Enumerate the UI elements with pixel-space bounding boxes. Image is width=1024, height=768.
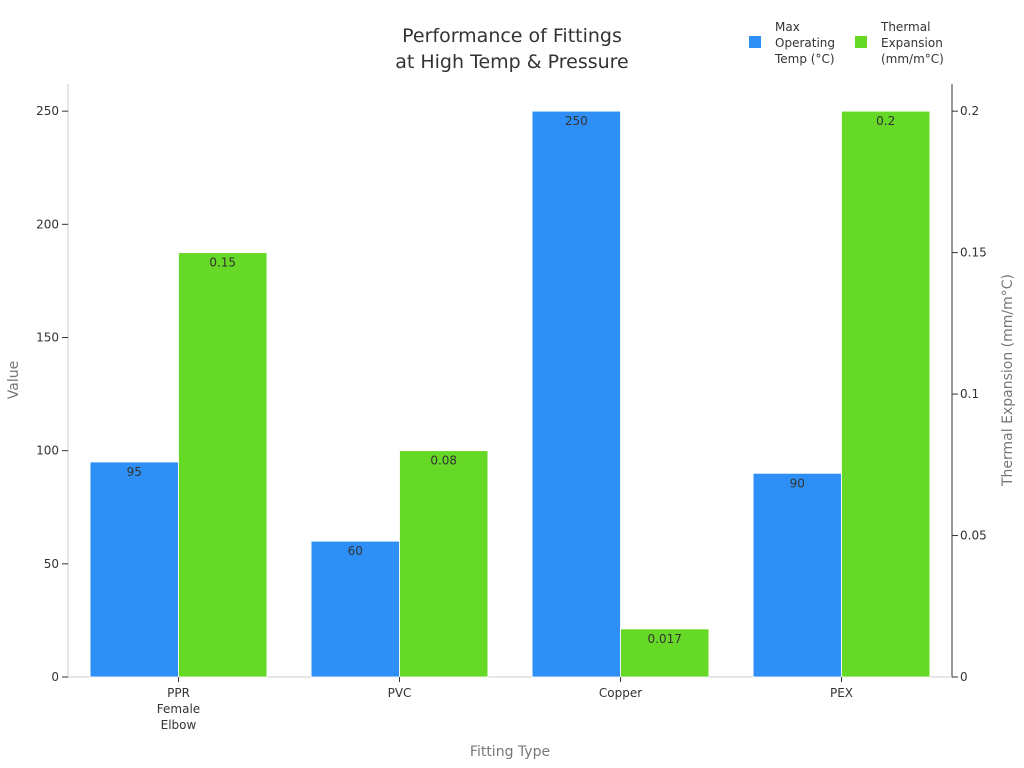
y-tick-label: 250 bbox=[36, 104, 59, 118]
data-label: 95 bbox=[127, 465, 142, 479]
legend-label: Max Operating Temp (°C) bbox=[774, 20, 835, 66]
legend-label-line: Temp (°C) bbox=[774, 52, 835, 66]
x-tick-label-line: PVC bbox=[388, 686, 412, 700]
bar-max-temp bbox=[531, 110, 621, 678]
y2-tick-label: 0.1 bbox=[960, 387, 979, 401]
x-axis-title: Fitting Type bbox=[470, 744, 550, 760]
chart-title-line-1: Performance of Fittings bbox=[402, 25, 622, 47]
x-tick-label: PPR Female Elbow bbox=[157, 686, 200, 732]
y2-tick-label: 0 bbox=[960, 670, 968, 684]
bar-max-temp bbox=[752, 472, 842, 678]
legend-swatch-max-temp bbox=[749, 36, 761, 48]
legend-label-line: Operating bbox=[775, 36, 835, 50]
x-tick-label: Copper bbox=[599, 686, 642, 700]
legend-label-line: Expansion bbox=[881, 36, 943, 50]
chart-title: Performance of Fittings at High Temp & P… bbox=[395, 25, 629, 73]
legend: Max Operating Temp (°C) Thermal Expansion (mm… bbox=[749, 20, 944, 66]
y-axis-title: Value bbox=[6, 361, 22, 399]
bar-thermal-expansion bbox=[178, 252, 268, 678]
x-tick-label: PEX bbox=[830, 686, 853, 700]
legend-label-line: Thermal bbox=[880, 20, 930, 34]
y-tick-label: 150 bbox=[36, 330, 59, 344]
legend-swatch-thermal-expansion bbox=[855, 36, 867, 48]
data-label: 0.08 bbox=[430, 454, 457, 468]
y-tick-label: 200 bbox=[36, 217, 59, 231]
data-label: 250 bbox=[565, 114, 588, 128]
x-tick-label-line: PPR bbox=[167, 686, 190, 700]
x-tick-label-line: Elbow bbox=[161, 718, 197, 732]
y-tick-label: 50 bbox=[44, 557, 59, 571]
y2-tick-label: 0.15 bbox=[960, 246, 987, 260]
x-tick-label-line: Female bbox=[157, 702, 200, 716]
y2-tick-label: 0.2 bbox=[960, 104, 979, 118]
x-tick-label-line: PEX bbox=[830, 686, 853, 700]
data-label: 0.2 bbox=[876, 114, 895, 128]
x-tick-label-line: Copper bbox=[599, 686, 642, 700]
plot-area: 0 50 100 150 200 250 0 0.05 0.1 0.15 0.2 95 0.15 PPR F… bbox=[36, 84, 987, 732]
y2-axis-title: Thermal Expansion (mm/m°C) bbox=[1000, 274, 1016, 487]
data-label: 60 bbox=[348, 544, 363, 558]
data-label: 0.15 bbox=[209, 256, 236, 270]
legend-label: Thermal Expansion (mm/m°C) bbox=[880, 20, 944, 66]
y-tick-label: 100 bbox=[36, 444, 59, 458]
y2-tick-label: 0.05 bbox=[960, 529, 987, 543]
bar-thermal-expansion bbox=[841, 110, 931, 678]
data-label: 90 bbox=[790, 476, 805, 490]
bar-thermal-expansion bbox=[620, 628, 710, 678]
legend-label-line: Max bbox=[775, 20, 800, 34]
y-tick-label: 0 bbox=[51, 670, 59, 684]
data-label: 0.017 bbox=[648, 632, 682, 646]
x-tick-label: PVC bbox=[388, 686, 412, 700]
legend-label-line: (mm/m°C) bbox=[881, 52, 944, 66]
bar-max-temp bbox=[89, 461, 179, 678]
chart-title-line-2: at High Temp & Pressure bbox=[395, 51, 629, 73]
bar-max-temp bbox=[310, 540, 400, 678]
bar-thermal-expansion bbox=[399, 450, 489, 678]
